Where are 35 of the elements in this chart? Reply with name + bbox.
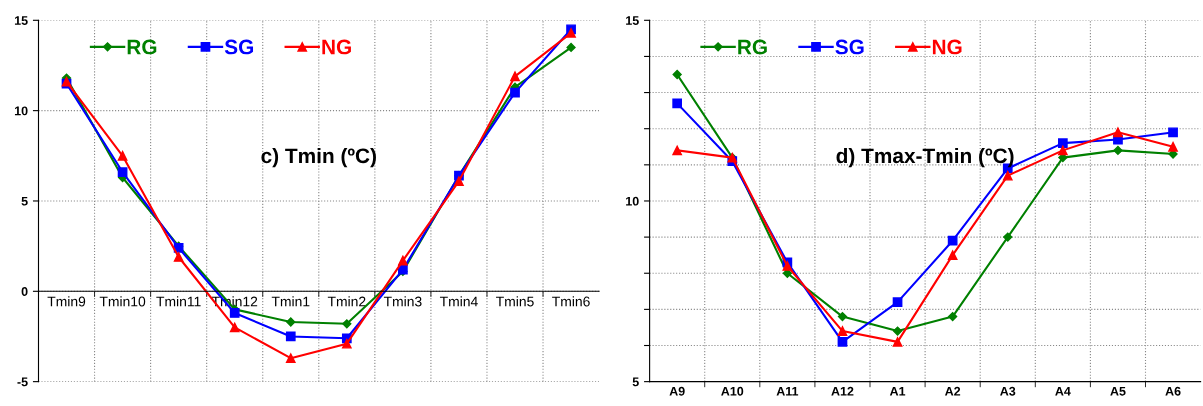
- x-tick-label: A1: [889, 386, 906, 396]
- legend-label: NG: [322, 39, 351, 55]
- x-tick-label: Tmin10: [99, 296, 146, 307]
- x-tick-label: A5: [1110, 386, 1126, 396]
- x-tick-label: Tmin6: [552, 296, 590, 307]
- x-tick-label: A6: [1165, 386, 1181, 396]
- x-tick-label: A11: [776, 386, 799, 396]
- x-tick-label: A4: [1055, 386, 1071, 396]
- x-tick-label: Tmin3: [383, 296, 422, 307]
- legend-label: NG: [932, 39, 962, 55]
- y-tick-label: 10: [14, 106, 28, 116]
- text: d) Tmax-Tmin (ºC): [836, 147, 1014, 168]
- x-tick-label: A3: [1000, 386, 1016, 396]
- x-tick-label: A12: [831, 386, 854, 396]
- legend-label: RG: [738, 39, 767, 55]
- x-tick-label: Tmin1: [271, 296, 310, 307]
- y-tick-label: 5: [632, 377, 639, 387]
- y-tick-label: 0: [21, 287, 28, 296]
- x-tick-label: A2: [944, 386, 961, 396]
- y-tick-label: 15: [14, 16, 28, 25]
- y-tick-label: -5: [17, 377, 28, 387]
- y-tick-label: 15: [626, 16, 639, 25]
- x-tick-label: Tmin2: [327, 296, 366, 307]
- x-tick-label: Tmin11: [156, 296, 201, 307]
- x-tick-label: A9: [669, 386, 685, 396]
- legend-label: SG: [835, 39, 864, 55]
- legend-label: SG: [224, 39, 254, 55]
- x-tick-label: Tmin4: [439, 296, 478, 307]
- x-tick-label: A10: [721, 386, 744, 396]
- legend-label: RG: [127, 39, 157, 55]
- y-tick-label: 10: [626, 196, 639, 206]
- text: c) Tmin (ºC): [261, 147, 376, 168]
- x-tick-label: Tmin9: [47, 296, 86, 307]
- y-tick-label: 5: [21, 196, 28, 206]
- x-tick-label: Tmin5: [496, 296, 534, 307]
